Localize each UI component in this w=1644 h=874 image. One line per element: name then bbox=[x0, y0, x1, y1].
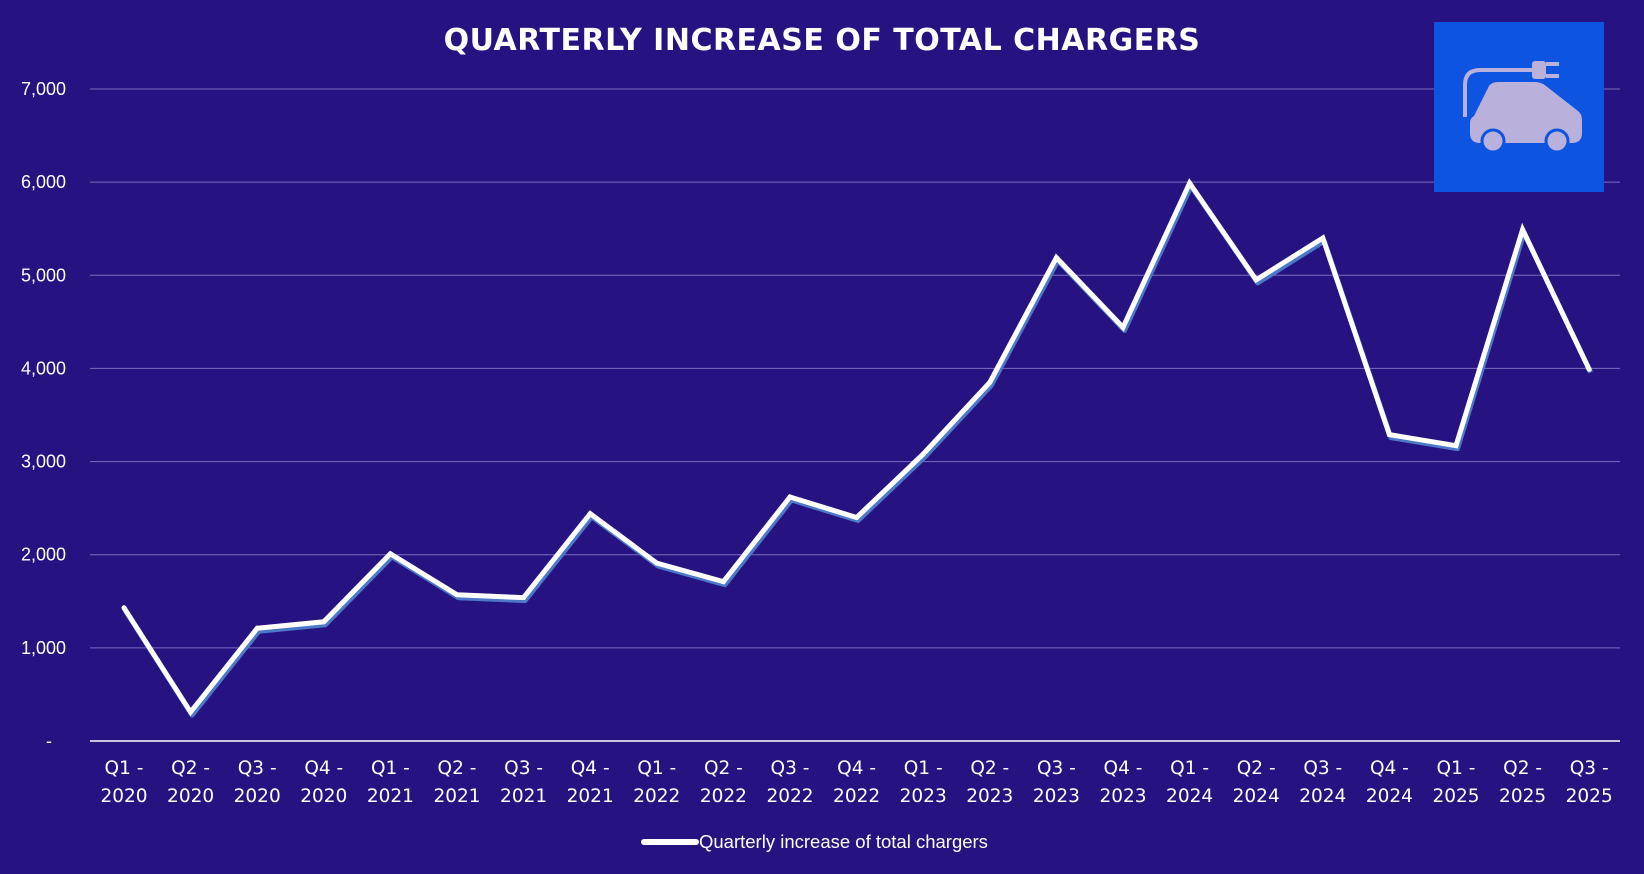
x-tick-label-year: 2023 bbox=[966, 786, 1013, 807]
x-tick-label-year: 2020 bbox=[300, 786, 347, 807]
y-tick-label: 6,000 bbox=[21, 172, 66, 192]
x-tick-label: Q2 - bbox=[704, 758, 743, 779]
y-tick-label: - bbox=[46, 731, 52, 751]
data-point bbox=[1053, 255, 1059, 261]
x-tick-label-year: 2023 bbox=[900, 786, 947, 807]
legend: Quarterly increase of total chargers bbox=[641, 831, 988, 852]
x-tick-label-year: 2023 bbox=[1099, 786, 1146, 807]
x-tick-label: Q1 - bbox=[105, 758, 144, 779]
y-tick-label: 7,000 bbox=[21, 79, 66, 99]
y-tick-label: 5,000 bbox=[21, 265, 66, 285]
x-tick-label: Q1 - bbox=[1437, 758, 1476, 779]
data-point bbox=[1586, 366, 1592, 372]
series-line bbox=[121, 178, 1592, 717]
chart-title: QUARTERLY INCREASE OF TOTAL CHARGERS bbox=[444, 23, 1201, 58]
data-point bbox=[854, 514, 860, 520]
x-tick-label: Q3 - bbox=[1037, 758, 1076, 779]
x-tick-label: Q2 - bbox=[1503, 758, 1542, 779]
data-point bbox=[1187, 180, 1193, 186]
x-tick-label-year: 2020 bbox=[167, 786, 214, 807]
x-tick-label-year: 2021 bbox=[433, 786, 480, 807]
x-tick-label: Q2 - bbox=[438, 758, 477, 779]
data-point bbox=[1320, 235, 1326, 241]
x-tick-label: Q4 - bbox=[1370, 758, 1409, 779]
data-point bbox=[1386, 432, 1392, 438]
data-point bbox=[254, 625, 260, 631]
x-tick-label-year: 2024 bbox=[1166, 786, 1213, 807]
x-tick-label-year: 2024 bbox=[1299, 786, 1346, 807]
x-tick-label: Q4 - bbox=[571, 758, 610, 779]
x-tick-label: Q2 - bbox=[1237, 758, 1276, 779]
data-point bbox=[1120, 324, 1126, 330]
x-tick-label-year: 2022 bbox=[833, 786, 880, 807]
x-tick-label: Q3 - bbox=[771, 758, 810, 779]
x-tick-label-year: 2021 bbox=[500, 786, 547, 807]
data-point bbox=[587, 511, 593, 517]
data-point bbox=[521, 595, 527, 601]
y-axis-tick-labels: - 1,000 2,000 3,000 4,000 5,000 6,000 7,000 bbox=[21, 79, 66, 751]
data-point bbox=[1520, 227, 1526, 233]
x-tick-label: Q1 - bbox=[1170, 758, 1209, 779]
data-point bbox=[654, 560, 660, 566]
x-tick-label-year: 2023 bbox=[1033, 786, 1080, 807]
data-point bbox=[720, 579, 726, 585]
x-tick-label-year: 2021 bbox=[567, 786, 614, 807]
x-tick-label-year: 2022 bbox=[633, 786, 680, 807]
y-tick-label: 1,000 bbox=[21, 638, 66, 658]
x-tick-label: Q2 - bbox=[171, 758, 210, 779]
data-point bbox=[1253, 277, 1259, 283]
x-tick-label: Q3 - bbox=[238, 758, 277, 779]
x-tick-label-year: 2022 bbox=[766, 786, 813, 807]
x-tick-label-year: 2024 bbox=[1233, 786, 1280, 807]
x-tick-label: Q1 - bbox=[637, 758, 676, 779]
x-tick-label: Q3 - bbox=[504, 758, 543, 779]
data-point bbox=[321, 619, 327, 625]
legend-label: Quarterly increase of total chargers bbox=[699, 831, 988, 852]
x-tick-label-year: 2025 bbox=[1566, 786, 1613, 807]
x-tick-label: Q4 - bbox=[304, 758, 343, 779]
data-point bbox=[121, 605, 127, 611]
series-line-shadow bbox=[123, 183, 1593, 718]
data-point bbox=[454, 592, 460, 598]
x-tick-label-year: 2021 bbox=[367, 786, 414, 807]
data-point bbox=[1453, 443, 1459, 449]
x-tick-label-year: 2024 bbox=[1366, 786, 1413, 807]
x-tick-label-year: 2025 bbox=[1499, 786, 1546, 807]
data-point bbox=[987, 379, 993, 385]
x-tick-label: Q2 - bbox=[970, 758, 1009, 779]
car-plug-icon bbox=[1463, 61, 1582, 154]
x-tick-label-year: 2025 bbox=[1432, 786, 1479, 807]
x-tick-label: Q4 - bbox=[837, 758, 876, 779]
data-point bbox=[787, 494, 793, 500]
series-lines bbox=[121, 178, 1593, 718]
y-tick-label: 3,000 bbox=[21, 452, 66, 472]
y-tick-label: 2,000 bbox=[21, 545, 66, 565]
x-tick-label-year: 2022 bbox=[700, 786, 747, 807]
x-tick-label: Q4 - bbox=[1104, 758, 1143, 779]
x-tick-label: Q1 - bbox=[371, 758, 410, 779]
y-tick-label: 4,000 bbox=[21, 358, 66, 378]
x-tick-label-year: 2020 bbox=[100, 786, 147, 807]
gridlines bbox=[90, 88, 1620, 742]
x-axis-tick-labels: Q1 - 2020 Q2 - 2020 Q3 - 2020 Q4 - 2020 Q1 - 2021… bbox=[100, 758, 1612, 807]
data-point bbox=[920, 451, 926, 457]
x-tick-label: Q3 - bbox=[1303, 758, 1342, 779]
x-tick-label: Q1 - bbox=[904, 758, 943, 779]
electric-car-charging-icon bbox=[1434, 22, 1604, 192]
data-point bbox=[188, 709, 194, 715]
x-tick-label-year: 2020 bbox=[234, 786, 281, 807]
x-tick-label: Q3 - bbox=[1570, 758, 1609, 779]
data-point bbox=[387, 551, 393, 557]
